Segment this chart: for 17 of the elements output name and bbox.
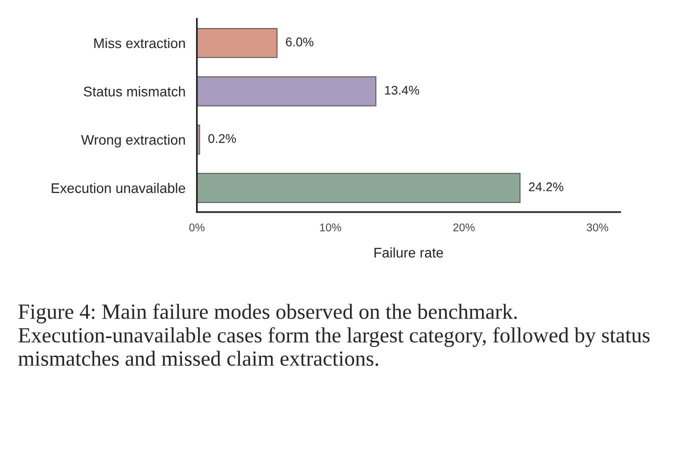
data-label: 6.0% <box>286 38 314 46</box>
y-tick-label: Miss extraction <box>94 38 185 48</box>
data-label: 0.2% <box>208 134 236 143</box>
bar <box>196 172 521 203</box>
data-label: 24.2% <box>528 182 564 192</box>
caption: Figure 4: Main failure modes observed on the benchmark. Execution-unavailable cases form the largest category, followed by status mismatches and missed claim extractions. <box>18 304 650 366</box>
data-label: 13.4% <box>385 86 420 95</box>
bar <box>196 28 278 58</box>
y-tick-label: Execution unavailable <box>52 182 186 194</box>
bar <box>196 76 376 106</box>
x-axis-title: Failure rate <box>374 247 444 258</box>
x-tick-label: 0% <box>189 223 205 232</box>
y-tick-label: Status mismatch <box>84 86 185 96</box>
x-tick-label: 10% <box>320 223 342 232</box>
y-tick-label: Wrong extraction <box>81 134 185 148</box>
x-tick-label: 20% <box>453 223 475 232</box>
x-tick-label: 30% <box>586 223 608 232</box>
